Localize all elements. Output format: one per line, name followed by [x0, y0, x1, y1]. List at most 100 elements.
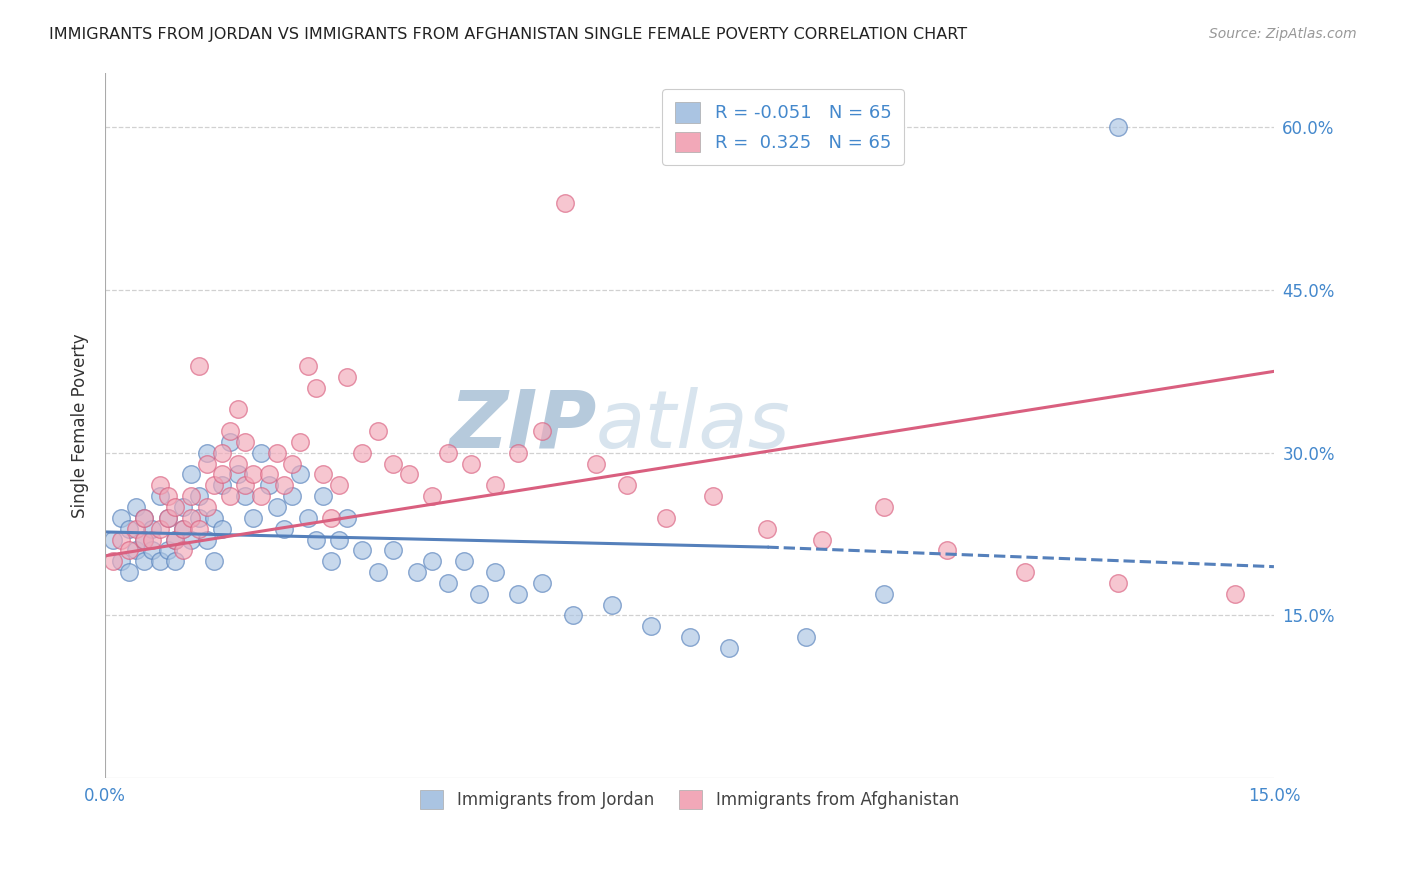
Point [211, 478, 233, 492]
Point [195, 500, 218, 514]
Point [117, 543, 139, 558]
Point [655, 511, 678, 525]
Point [468, 587, 491, 601]
Point [796, 630, 818, 644]
Point [172, 522, 194, 536]
Point [873, 587, 896, 601]
Point [125, 543, 148, 558]
Point [367, 424, 389, 438]
Point [156, 511, 179, 525]
Point [250, 489, 273, 503]
Point [235, 478, 257, 492]
Point [195, 533, 218, 547]
Point [273, 478, 295, 492]
Point [405, 565, 427, 579]
Point [187, 522, 209, 536]
Point [110, 533, 132, 547]
Point [304, 533, 326, 547]
Point [281, 457, 304, 471]
Point [257, 467, 280, 482]
Point [125, 500, 148, 514]
Point [530, 576, 553, 591]
Point [382, 457, 405, 471]
Point [352, 446, 374, 460]
Point [304, 381, 326, 395]
Point [187, 511, 209, 525]
Point [149, 554, 172, 568]
Point [312, 467, 335, 482]
Point [382, 543, 405, 558]
Point [508, 587, 530, 601]
Point [202, 511, 225, 525]
Point [756, 522, 779, 536]
Point [149, 522, 172, 536]
Point [1107, 120, 1129, 135]
Point [180, 533, 202, 547]
Point [110, 511, 132, 525]
Point [600, 598, 623, 612]
Point [156, 511, 179, 525]
Point [141, 533, 163, 547]
Point [640, 619, 662, 633]
Point [235, 489, 257, 503]
Point [1223, 587, 1246, 601]
Point [101, 554, 124, 568]
Point [156, 543, 179, 558]
Point [702, 489, 724, 503]
Point [811, 533, 834, 547]
Point [717, 641, 740, 656]
Point [211, 446, 233, 460]
Point [141, 522, 163, 536]
Point [422, 554, 444, 568]
Point [935, 543, 957, 558]
Point [281, 489, 304, 503]
Point [172, 500, 194, 514]
Point [530, 424, 553, 438]
Point [211, 467, 233, 482]
Point [367, 565, 389, 579]
Point [273, 522, 295, 536]
Point [321, 511, 343, 525]
Point [101, 533, 124, 547]
Point [165, 533, 187, 547]
Point [235, 434, 257, 449]
Point [180, 467, 202, 482]
Point [218, 489, 240, 503]
Point [226, 467, 249, 482]
Text: IMMIGRANTS FROM JORDAN VS IMMIGRANTS FROM AFGHANISTAN SINGLE FEMALE POVERTY CORR: IMMIGRANTS FROM JORDAN VS IMMIGRANTS FRO… [49, 27, 967, 42]
Point [312, 489, 335, 503]
Point [297, 511, 319, 525]
Text: atlas: atlas [596, 386, 790, 465]
Point [226, 402, 249, 417]
Point [117, 522, 139, 536]
Point [554, 196, 576, 211]
Point [288, 467, 311, 482]
Point [165, 500, 187, 514]
Legend: Immigrants from Jordan, Immigrants from Afghanistan: Immigrants from Jordan, Immigrants from … [413, 783, 966, 816]
Point [422, 489, 444, 503]
Point [297, 359, 319, 373]
Point [195, 446, 218, 460]
Point [165, 554, 187, 568]
Point [321, 554, 343, 568]
Point [156, 489, 179, 503]
Point [187, 359, 209, 373]
Text: Source: ZipAtlas.com: Source: ZipAtlas.com [1209, 27, 1357, 41]
Point [134, 511, 156, 525]
Point [352, 543, 374, 558]
Point [110, 554, 132, 568]
Point [616, 478, 638, 492]
Point [1014, 565, 1036, 579]
Point [336, 511, 359, 525]
Point [257, 478, 280, 492]
Point [250, 446, 273, 460]
Point [211, 522, 233, 536]
Point [187, 489, 209, 503]
Point [336, 369, 359, 384]
Y-axis label: Single Female Poverty: Single Female Poverty [72, 334, 89, 518]
Point [180, 489, 202, 503]
Point [117, 565, 139, 579]
Point [484, 565, 506, 579]
Point [678, 630, 700, 644]
Point [288, 434, 311, 449]
